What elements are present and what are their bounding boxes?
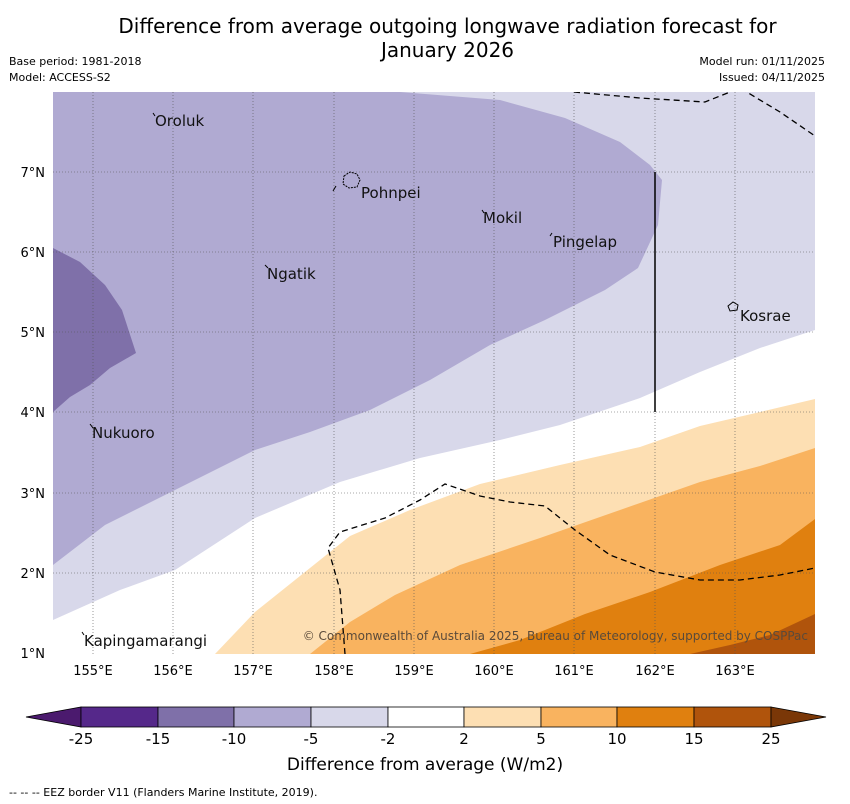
pingelap-atoll — [549, 232, 553, 237]
colorbar-tick--15: -15 — [145, 730, 171, 748]
lat-label-5N: 5°N — [21, 326, 46, 341]
eez-footnote: -- -- -- EEZ border V11 (Flanders Marine… — [9, 786, 318, 799]
colorbar-title: Difference from average (W/m2) — [286, 755, 564, 775]
kosrae-island — [727, 301, 739, 312]
base-period: Base period: 1981-2018 — [9, 55, 142, 68]
lon-label-155E: 155°E — [73, 664, 113, 679]
colorbar-tick--10: -10 — [221, 730, 247, 748]
field-minus10-to-minus5 — [53, 92, 662, 565]
field-10-to-15 — [470, 519, 815, 654]
colorbar-tick-2: 2 — [459, 730, 469, 748]
gridlines — [53, 92, 815, 654]
copyright-notice: © Commonwealth of Australia 2025, Bureau… — [303, 629, 808, 643]
colorbar-bin-9 — [693, 706, 772, 728]
eez-border-north — [573, 92, 815, 137]
lat-label-6N: 6°N — [21, 246, 46, 261]
colorbar-tick-10: 10 — [607, 730, 627, 748]
colorbar-tick--25: -25 — [68, 730, 94, 748]
lon-label-157E: 157°E — [233, 664, 273, 679]
label-oroluk: Oroluk — [155, 112, 204, 130]
nukuoro-atoll — [89, 423, 94, 429]
colorbar-bin-2 — [157, 706, 235, 728]
lon-axis-labels: 155°E 156°E 157°E 158°E 159°E 160°E 161°… — [73, 664, 755, 679]
colorbar-bin-5 — [387, 706, 465, 728]
lon-label-160E: 160°E — [474, 664, 514, 679]
lat-label-3N: 3°N — [21, 487, 46, 502]
label-kosrae: Kosrae — [740, 307, 791, 325]
colorbar-bin-6 — [463, 706, 542, 728]
colorbar-tick--5: -5 — [303, 730, 319, 748]
lat-label-4N: 4°N — [21, 406, 46, 421]
islands — [81, 112, 739, 636]
lat-label-1N: 1°N — [21, 647, 46, 662]
mokil-atoll — [481, 209, 485, 214]
eez-borders — [327, 92, 815, 654]
colorbar-bin-4 — [310, 706, 389, 728]
field-15-to-25 — [690, 614, 815, 654]
meta-right: Model run: 01/11/2025 Issued: 04/11/2025 — [699, 54, 825, 86]
lon-label-159E: 159°E — [394, 664, 434, 679]
label-kapingamarangi: Kapingamarangi — [84, 632, 207, 650]
lat-label-7N: 7°N — [21, 166, 46, 181]
colorbar-bin-8 — [616, 706, 695, 728]
place-labels: Oroluk Pohnpei Mokil Pingelap Ngatik Kos… — [84, 112, 791, 650]
kapingamarangi-atoll — [81, 631, 85, 636]
label-pohnpei: Pohnpei — [361, 184, 421, 202]
ngatik-atoll — [264, 264, 269, 269]
lon-label-163E: 163°E — [715, 664, 755, 679]
colorbar-bin-1 — [80, 706, 159, 728]
title-line-2: January 2026 — [380, 38, 515, 62]
label-nukuoro: Nukuoro — [92, 424, 155, 442]
lon-label-156E: 156°E — [153, 664, 193, 679]
colorbar — [25, 706, 827, 728]
meta-left: Base period: 1981-2018 Model: ACCESS-S2 — [9, 54, 141, 86]
pohnpei-islet — [332, 185, 337, 192]
title-line-1: Difference from average outgoing longwav… — [118, 14, 777, 38]
lat-label-2N: 2°N — [21, 567, 46, 582]
field-minus15-to-minus10 — [53, 248, 136, 412]
label-mokil: Mokil — [483, 209, 522, 227]
colorbar-tick--2: -2 — [380, 730, 396, 748]
contour-fields — [53, 92, 815, 654]
colorbar-extend-low — [25, 706, 82, 728]
label-ngatik: Ngatik — [267, 265, 316, 283]
oroluk-atoll — [152, 112, 156, 117]
lon-label-158E: 158°E — [314, 664, 354, 679]
model-run: Model run: 01/11/2025 — [699, 55, 825, 68]
chart-title: Difference from average outgoing longwav… — [0, 14, 850, 62]
eez-border-south — [327, 483, 815, 654]
colorbar-tick-5: 5 — [536, 730, 546, 748]
pohnpei-island — [342, 171, 361, 189]
colorbar-tick-15: 15 — [684, 730, 704, 748]
model-name: Model: ACCESS-S2 — [9, 71, 111, 84]
label-pingelap: Pingelap — [553, 233, 617, 251]
lon-label-162E: 162°E — [635, 664, 675, 679]
colorbar-bin-3 — [233, 706, 312, 728]
lat-axis-labels: 7°N 6°N 5°N 4°N 3°N 2°N 1°N — [21, 166, 46, 662]
issued-date: Issued: 04/11/2025 — [718, 71, 825, 84]
colorbar-bin-7 — [540, 706, 618, 728]
colorbar-tick-25: 25 — [761, 730, 781, 748]
lon-label-161E: 161°E — [554, 664, 594, 679]
colorbar-extend-high — [770, 706, 827, 728]
